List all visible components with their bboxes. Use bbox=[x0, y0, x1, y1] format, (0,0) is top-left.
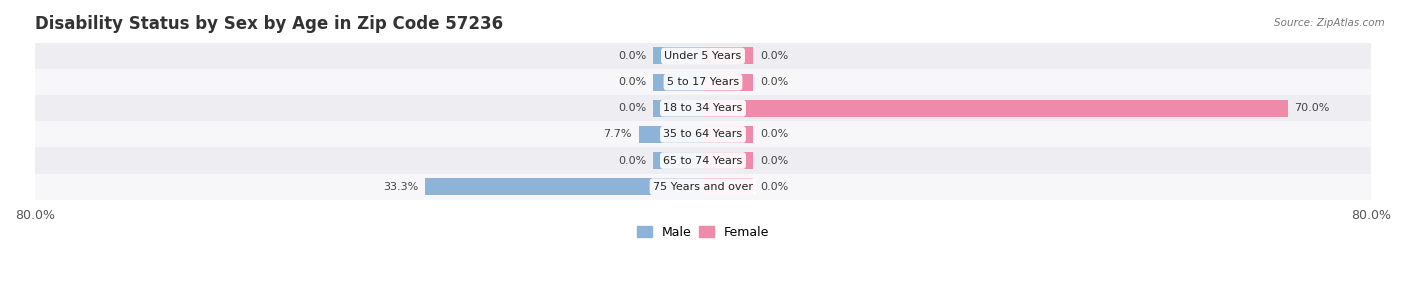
Text: Under 5 Years: Under 5 Years bbox=[665, 51, 741, 61]
Bar bbox=[703, 100, 1288, 117]
Bar bbox=[35, 121, 1371, 147]
Bar bbox=[425, 178, 703, 195]
Text: 0.0%: 0.0% bbox=[619, 156, 647, 166]
Legend: Male, Female: Male, Female bbox=[631, 221, 775, 244]
Bar bbox=[35, 43, 1371, 69]
Text: Source: ZipAtlas.com: Source: ZipAtlas.com bbox=[1274, 18, 1385, 28]
Bar bbox=[652, 100, 703, 117]
Text: Disability Status by Sex by Age in Zip Code 57236: Disability Status by Sex by Age in Zip C… bbox=[35, 15, 503, 33]
Bar bbox=[638, 126, 703, 143]
Text: 0.0%: 0.0% bbox=[619, 103, 647, 113]
Bar bbox=[703, 152, 754, 169]
Bar bbox=[652, 48, 703, 64]
Text: 0.0%: 0.0% bbox=[759, 156, 787, 166]
Text: 35 to 64 Years: 35 to 64 Years bbox=[664, 129, 742, 139]
Bar bbox=[35, 174, 1371, 200]
Bar bbox=[35, 95, 1371, 121]
Text: 0.0%: 0.0% bbox=[619, 77, 647, 87]
Text: 18 to 34 Years: 18 to 34 Years bbox=[664, 103, 742, 113]
Text: 70.0%: 70.0% bbox=[1294, 103, 1330, 113]
Text: 7.7%: 7.7% bbox=[603, 129, 633, 139]
Bar bbox=[703, 48, 754, 64]
Bar bbox=[652, 74, 703, 91]
Bar bbox=[652, 152, 703, 169]
Bar bbox=[35, 69, 1371, 95]
Text: 0.0%: 0.0% bbox=[619, 51, 647, 61]
Text: 75 Years and over: 75 Years and over bbox=[652, 182, 754, 192]
Text: 0.0%: 0.0% bbox=[759, 182, 787, 192]
Text: 0.0%: 0.0% bbox=[759, 51, 787, 61]
Text: 0.0%: 0.0% bbox=[759, 77, 787, 87]
Bar bbox=[35, 147, 1371, 174]
Bar bbox=[703, 74, 754, 91]
Text: 33.3%: 33.3% bbox=[382, 182, 418, 192]
Bar bbox=[703, 126, 754, 143]
Text: 65 to 74 Years: 65 to 74 Years bbox=[664, 156, 742, 166]
Text: 0.0%: 0.0% bbox=[759, 129, 787, 139]
Bar bbox=[703, 178, 754, 195]
Text: 5 to 17 Years: 5 to 17 Years bbox=[666, 77, 740, 87]
